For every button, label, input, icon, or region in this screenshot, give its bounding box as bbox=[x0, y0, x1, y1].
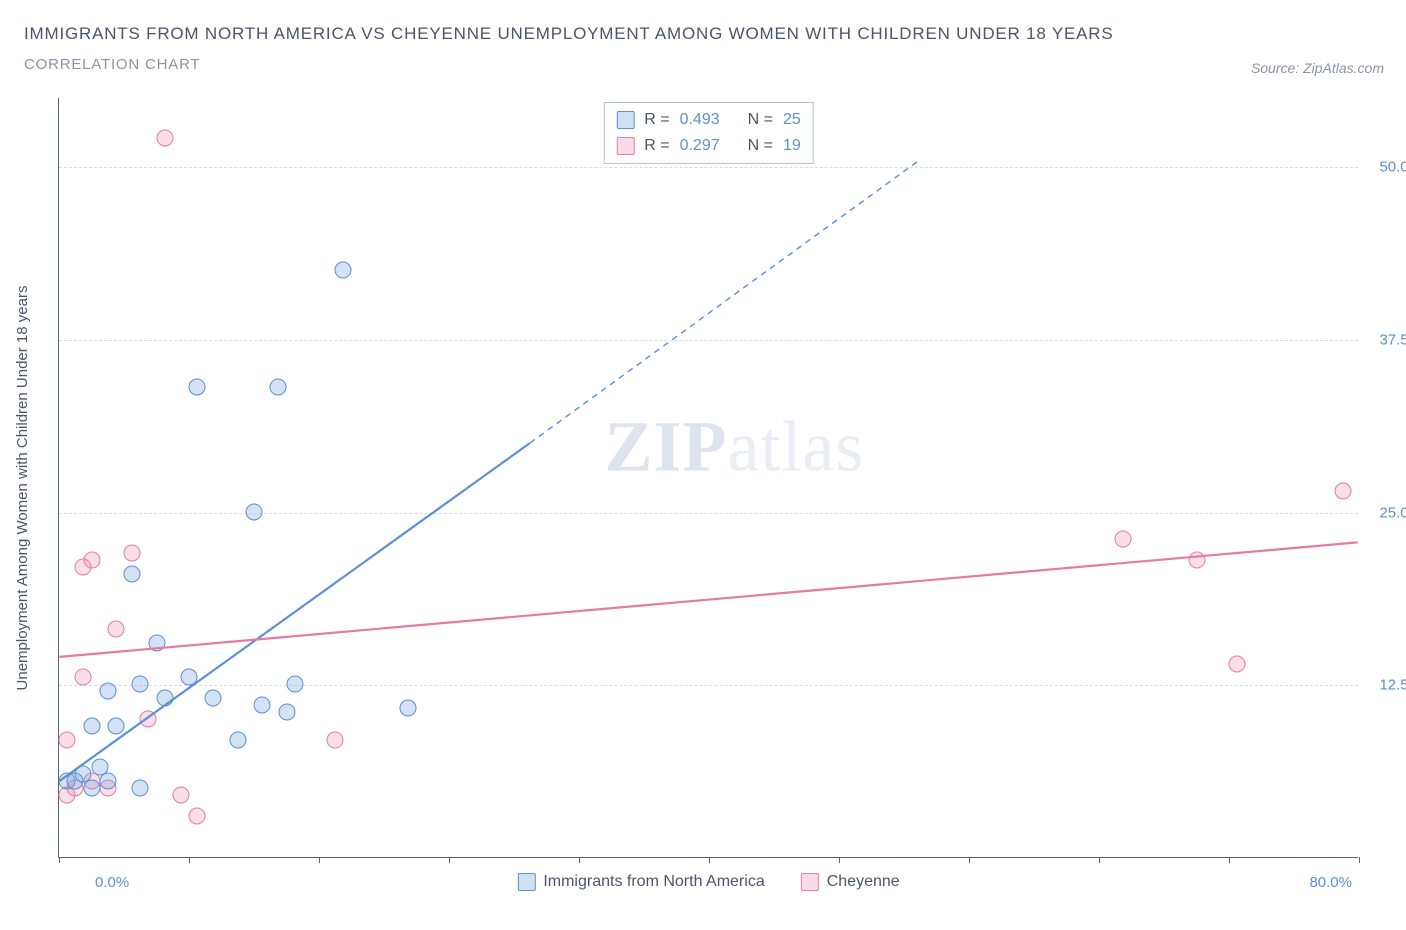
data-point-blue bbox=[181, 669, 198, 686]
x-tick bbox=[1359, 857, 1360, 863]
n-label: N = bbox=[748, 111, 773, 129]
data-point-pink bbox=[156, 130, 173, 147]
data-point-blue bbox=[229, 731, 246, 748]
data-point-blue bbox=[83, 717, 100, 734]
data-point-blue bbox=[278, 703, 295, 720]
source-attribution: Source: ZipAtlas.com bbox=[1251, 60, 1384, 76]
data-point-pink bbox=[140, 710, 157, 727]
n-label: N = bbox=[748, 137, 773, 155]
legend-swatch-icon bbox=[616, 137, 634, 155]
x-tick bbox=[319, 857, 320, 863]
y-tick-label: 50.0% bbox=[1379, 159, 1406, 176]
x-tick bbox=[189, 857, 190, 863]
x-axis-min-label: 0.0% bbox=[95, 874, 129, 891]
x-tick bbox=[1229, 857, 1230, 863]
data-point-pink bbox=[107, 621, 124, 638]
data-point-pink bbox=[75, 669, 92, 686]
data-point-pink bbox=[1188, 551, 1205, 568]
legend-swatch-icon bbox=[616, 111, 634, 129]
x-tick bbox=[449, 857, 450, 863]
n-value: 19 bbox=[783, 137, 801, 155]
gridline bbox=[59, 685, 1358, 686]
x-axis-max-label: 80.0% bbox=[1309, 874, 1352, 891]
y-tick-label: 37.5% bbox=[1379, 331, 1406, 348]
x-tick bbox=[969, 857, 970, 863]
data-point-pink bbox=[124, 545, 141, 562]
data-point-blue bbox=[246, 503, 263, 520]
x-tick bbox=[59, 857, 60, 863]
data-point-pink bbox=[1229, 655, 1246, 672]
x-tick bbox=[579, 857, 580, 863]
data-point-blue bbox=[99, 683, 116, 700]
data-point-pink bbox=[59, 731, 76, 748]
gridline bbox=[59, 167, 1358, 168]
r-label: R = bbox=[644, 137, 669, 155]
chart-container: Unemployment Among Women with Children U… bbox=[24, 98, 1382, 898]
data-point-pink bbox=[189, 807, 206, 824]
legend-swatch-icon bbox=[517, 873, 535, 891]
data-point-pink bbox=[83, 551, 100, 568]
plot-area: ZIPatlas R =0.493N =25R =0.297N =19 0.0%… bbox=[58, 98, 1358, 858]
x-tick bbox=[709, 857, 710, 863]
x-tick bbox=[1099, 857, 1100, 863]
legend-swatch-icon bbox=[801, 873, 819, 891]
data-point-blue bbox=[132, 676, 149, 693]
data-point-blue bbox=[156, 690, 173, 707]
legend-item: Immigrants from North America bbox=[517, 873, 764, 891]
series-legend: Immigrants from North America Cheyenne bbox=[517, 873, 899, 891]
data-point-pink bbox=[327, 731, 344, 748]
data-point-blue bbox=[335, 261, 352, 278]
x-tick bbox=[839, 857, 840, 863]
y-tick-label: 25.0% bbox=[1379, 504, 1406, 521]
data-point-blue bbox=[132, 779, 149, 796]
correlation-legend-row: R = 0.297 N = 19 bbox=[616, 133, 801, 159]
correlation-legend-row: R = 0.493 N = 25 bbox=[616, 107, 801, 133]
correlation-legend: R = 0.493 N = 25 R = 0.297 N = 19 bbox=[603, 102, 814, 164]
r-value: 0.297 bbox=[680, 137, 720, 155]
data-point-pink bbox=[1334, 482, 1351, 499]
data-point-blue bbox=[400, 699, 417, 716]
data-point-blue bbox=[107, 717, 124, 734]
r-label: R = bbox=[644, 111, 669, 129]
data-point-blue bbox=[286, 676, 303, 693]
data-point-blue bbox=[189, 379, 206, 396]
watermark: ZIPatlas bbox=[604, 406, 864, 489]
legend-item: Cheyenne bbox=[801, 873, 900, 891]
n-value: 25 bbox=[783, 111, 801, 129]
trend-lines-layer bbox=[59, 98, 1358, 857]
data-point-blue bbox=[205, 690, 222, 707]
data-point-pink bbox=[172, 786, 189, 803]
legend-label: Cheyenne bbox=[827, 873, 900, 891]
data-point-blue bbox=[148, 634, 165, 651]
chart-subtitle: CORRELATION CHART bbox=[24, 56, 1406, 73]
y-tick-label: 12.5% bbox=[1379, 677, 1406, 694]
data-point-blue bbox=[99, 773, 116, 790]
data-point-blue bbox=[124, 565, 141, 582]
data-point-blue bbox=[254, 697, 271, 714]
chart-title: IMMIGRANTS FROM NORTH AMERICA VS CHEYENN… bbox=[24, 24, 1406, 44]
legend-label: Immigrants from North America bbox=[543, 873, 764, 891]
r-value: 0.493 bbox=[680, 111, 720, 129]
data-point-pink bbox=[1115, 531, 1132, 548]
data-point-blue bbox=[270, 379, 287, 396]
data-point-blue bbox=[83, 779, 100, 796]
gridline bbox=[59, 340, 1358, 341]
